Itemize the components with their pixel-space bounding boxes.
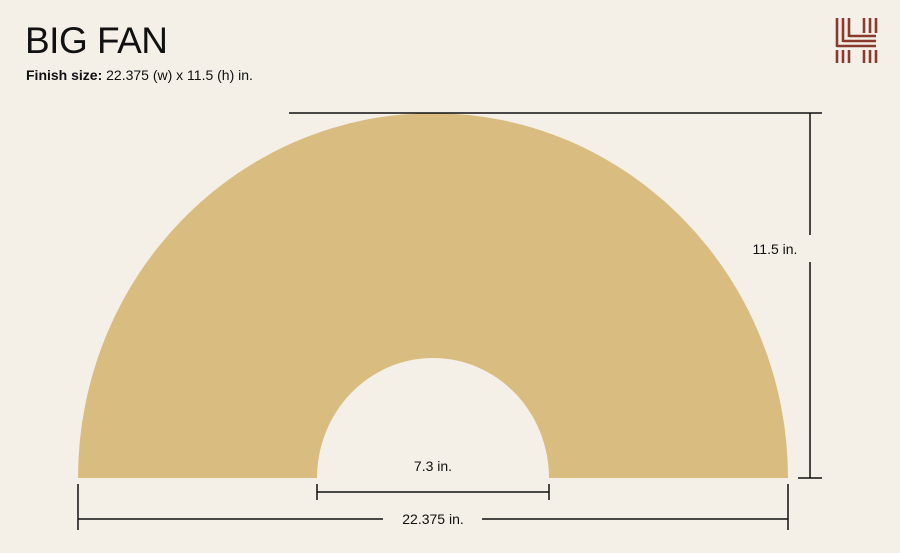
striped-h-logo-icon	[835, 18, 878, 63]
outer-width-label: 22.375 in.	[402, 511, 464, 527]
inner-width-label: 7.3 in.	[414, 458, 452, 474]
page-title: BIG FAN	[25, 20, 168, 61]
finish-size-label: Finish size:	[26, 67, 103, 83]
fan-shape	[78, 113, 788, 478]
finish-size: Finish size: 22.375 (w) x 11.5 (h) in.	[26, 67, 253, 83]
height-label: 11.5 in.	[753, 241, 798, 257]
finish-size-value: 22.375 (w) x 11.5 (h) in.	[102, 67, 253, 83]
